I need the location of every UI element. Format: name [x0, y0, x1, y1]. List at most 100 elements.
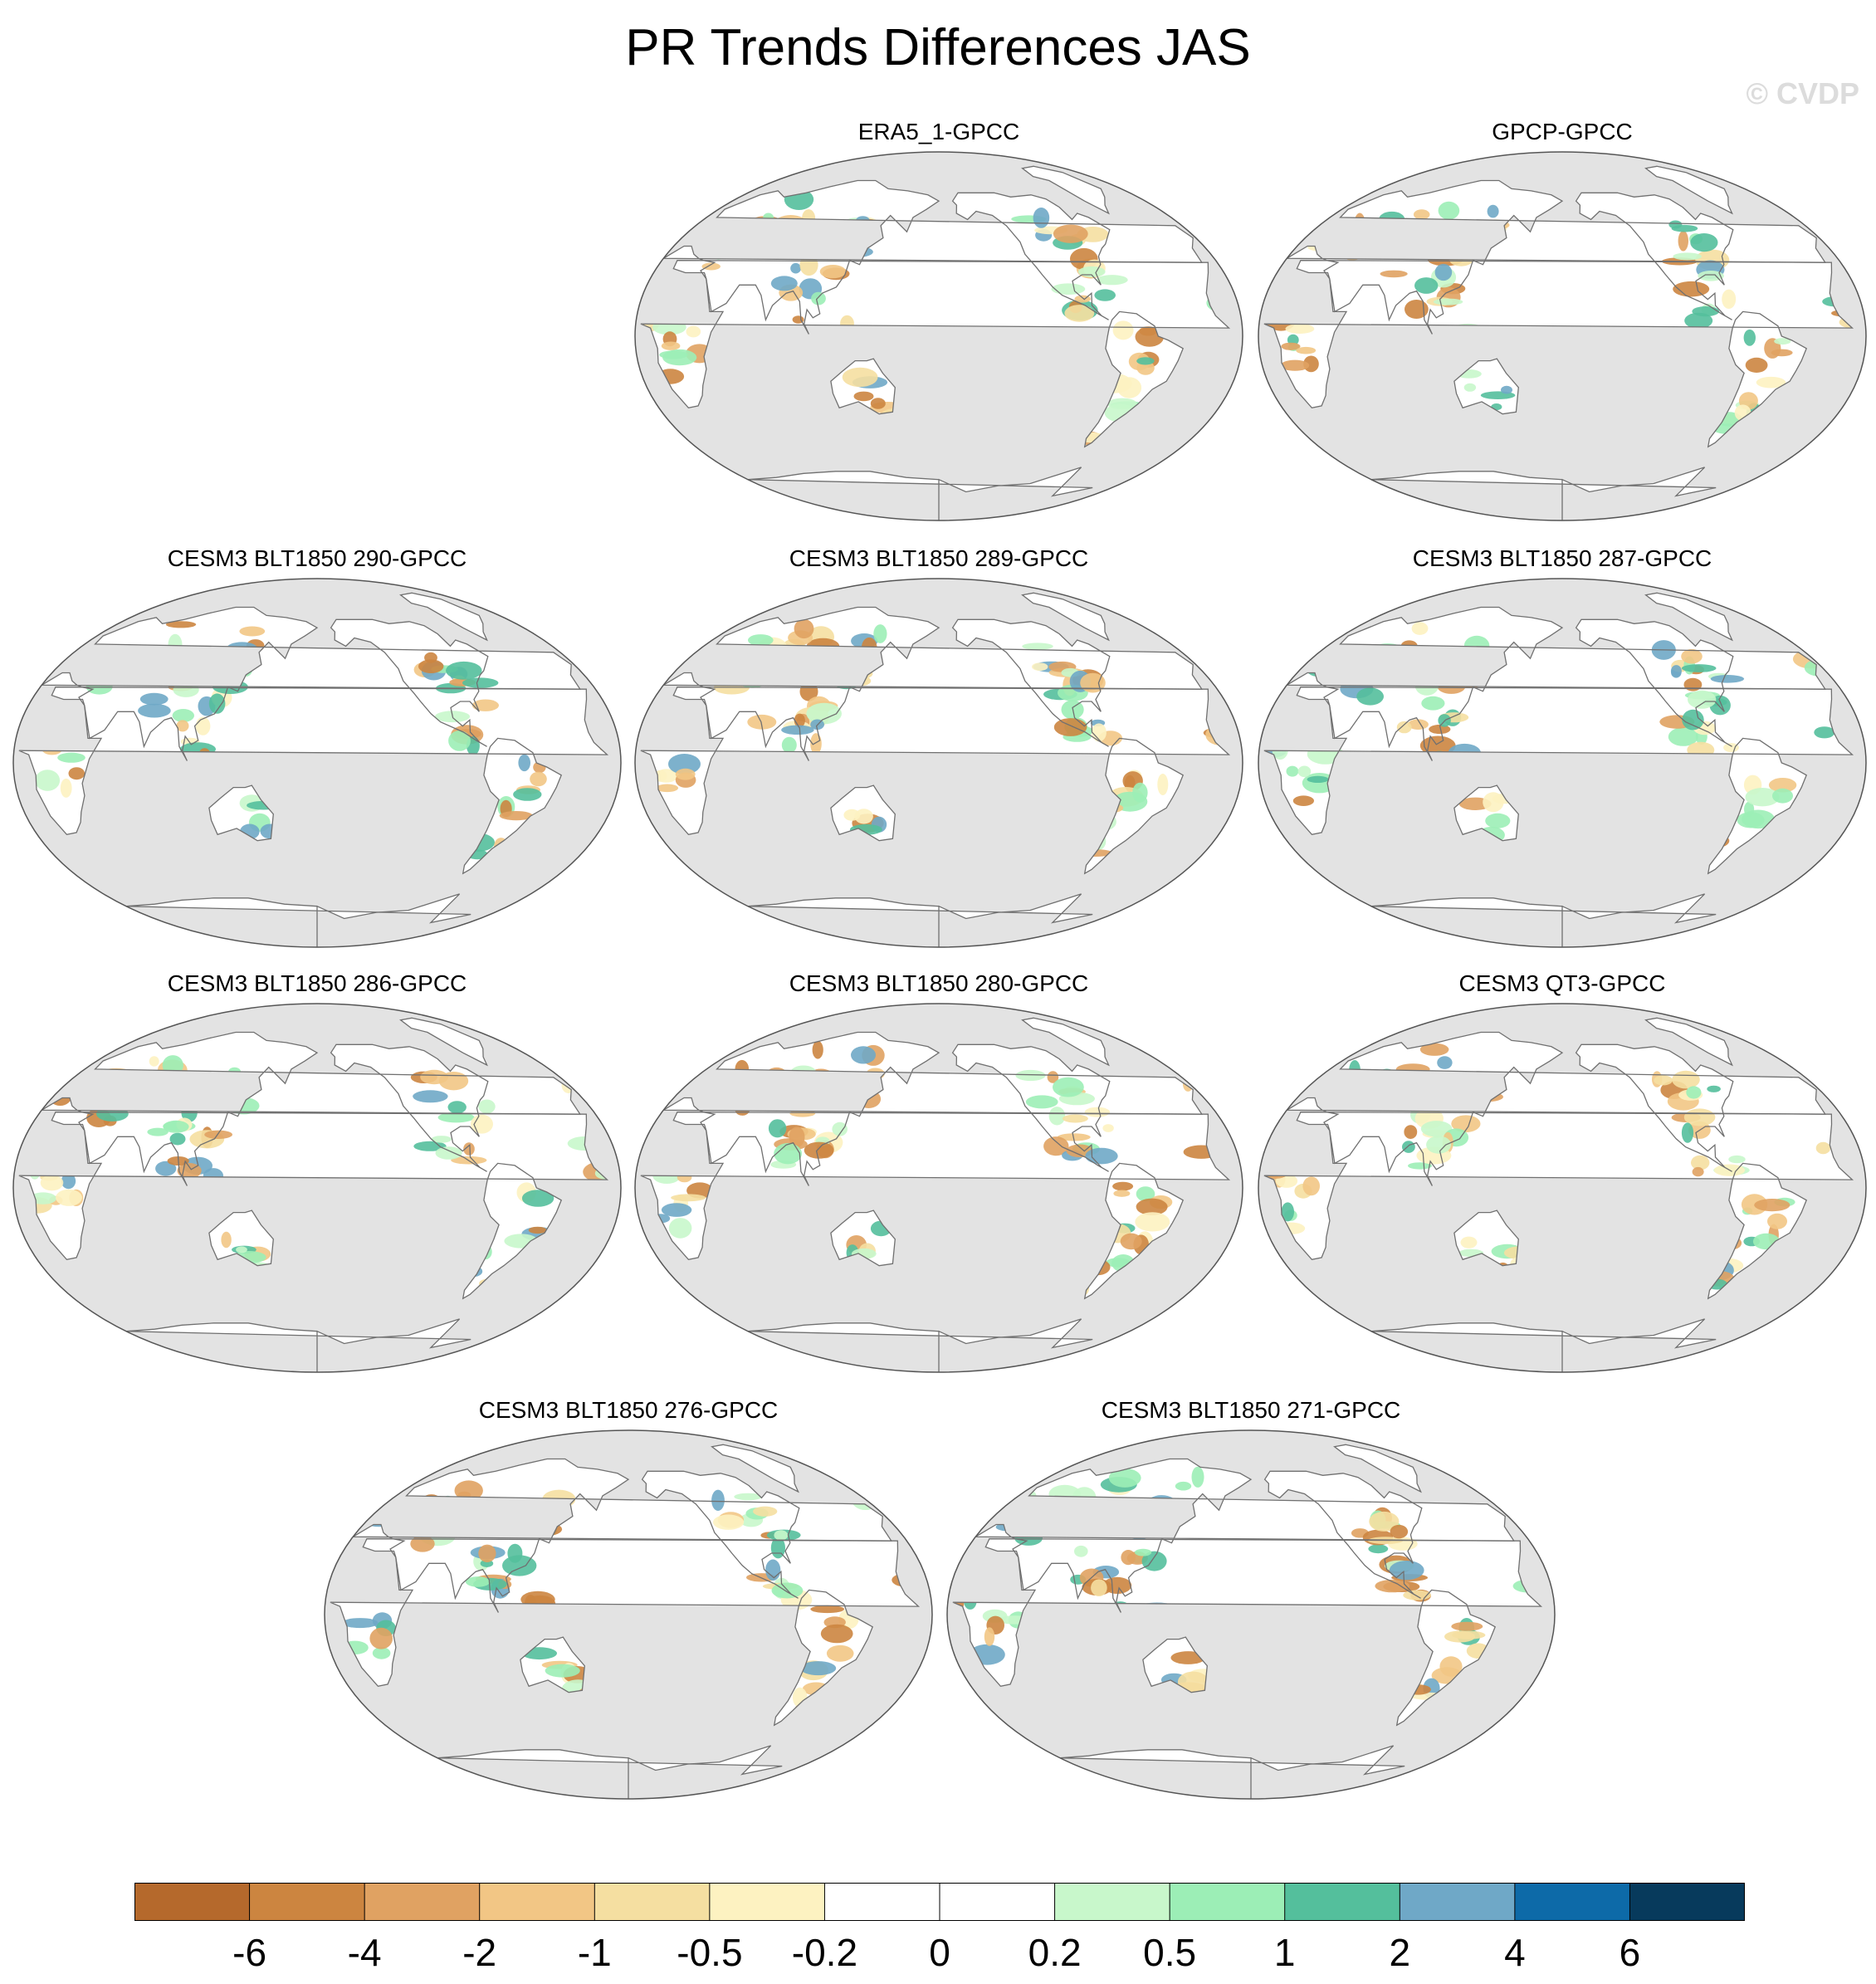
anomaly-patch: [499, 811, 533, 821]
anomaly-patch: [195, 716, 211, 735]
world-map: [1258, 578, 1867, 948]
landmass-antarctica: [1371, 893, 1717, 947]
colorbar-swatch: [249, 1883, 365, 1921]
coastline-antarctica: [1059, 1745, 1405, 1799]
map-outline: [1258, 151, 1867, 521]
anomaly-patch: [1175, 1481, 1192, 1491]
anomaly-patch: [1444, 1630, 1476, 1643]
anomaly-patch: [1774, 338, 1791, 345]
world-map: [946, 1429, 1556, 1800]
anomaly-patch: [1681, 664, 1717, 672]
anomaly-patch: [1108, 1468, 1141, 1488]
anomaly-patch: [1281, 1202, 1294, 1222]
anomaly-patch: [435, 1146, 462, 1160]
anomaly-patch: [661, 341, 681, 350]
anomaly-patch: [1690, 233, 1718, 252]
world-map: [12, 578, 622, 948]
world-map: [12, 1003, 622, 1373]
anomaly-patch: [1681, 648, 1703, 664]
anomaly-patch: [1673, 252, 1702, 261]
world-map: [324, 1429, 933, 1800]
coastline-samerica: [1083, 310, 1185, 448]
landmass-antarctica: [1371, 1318, 1717, 1372]
map-panel-blt276: CESM3 BLT1850 276-GPCC: [321, 1396, 936, 1800]
anomaly-patch: [369, 1627, 393, 1649]
anomaly-patch: [1032, 662, 1048, 671]
anomaly-patch: [60, 778, 72, 798]
anomaly-patch: [1389, 1561, 1424, 1581]
anomaly-patch: [1033, 208, 1050, 228]
anomaly-patch: [465, 1576, 491, 1587]
anomaly-patch: [1053, 718, 1087, 736]
anomaly-patch: [410, 1535, 435, 1552]
anomaly-patch: [1767, 1213, 1787, 1229]
coastline-namerica: [951, 618, 1111, 747]
colorbar-tick-label: 0.2: [1028, 1931, 1082, 1974]
anomaly-patch: [463, 1142, 475, 1156]
coastline-samerica: [1707, 310, 1808, 448]
world-map: [634, 578, 1243, 948]
anomaly-patch: [1654, 1075, 1673, 1086]
anomaly-patch: [437, 1112, 475, 1123]
map-outline: [12, 578, 622, 948]
panel-title: GPCP-GPCC: [1492, 119, 1633, 144]
anomaly-patch: [842, 367, 878, 388]
anomaly-patch: [1112, 1181, 1134, 1191]
anomaly-patch: [1280, 359, 1310, 371]
anomaly-patch: [1369, 1511, 1400, 1532]
anomaly-patch: [1451, 1115, 1481, 1132]
map-panel-era5: ERA5_1-GPCC: [632, 118, 1246, 521]
colorbar-tick-label: -1: [577, 1931, 612, 1974]
anomaly-patch: [1683, 677, 1703, 691]
anomaly-patch: [1191, 1466, 1204, 1488]
map-panel-gpcp: GPCP-GPCC: [1255, 118, 1869, 521]
anomaly-patch: [873, 624, 887, 643]
coastline-namerica: [1575, 1043, 1734, 1172]
anomaly-patch: [747, 714, 777, 730]
anomaly-patch: [1135, 1212, 1170, 1232]
colorbar-tick-label: -0.2: [791, 1931, 858, 1974]
coastline-antarctica: [1370, 467, 1717, 520]
map-panel-blt290: CESM3 BLT1850 290-GPCC: [10, 545, 624, 948]
anomaly-patch: [462, 677, 499, 688]
anomaly-patch: [1429, 724, 1451, 735]
map-outline: [1258, 578, 1867, 948]
anomaly-patch: [675, 768, 696, 780]
anomaly-patch: [1022, 643, 1053, 650]
anomaly-patch: [1678, 230, 1688, 252]
anomaly-patch: [1356, 687, 1384, 706]
coastline-namerica: [951, 1043, 1111, 1172]
landmass-antarctica: [748, 467, 1093, 520]
panel-title: CESM3 BLT1850 290-GPCC: [167, 545, 467, 571]
anomaly-patch: [1485, 813, 1511, 828]
anomaly-patch: [1094, 289, 1116, 301]
anomaly-patch: [454, 1480, 483, 1501]
anomaly-patch: [1487, 204, 1499, 218]
anomaly-patch: [748, 634, 774, 647]
figure-title: PR Trends Differences JAS: [625, 19, 1251, 76]
anomaly-patch: [208, 693, 226, 714]
anomaly-patch: [1686, 1086, 1702, 1099]
anomaly-patch: [768, 1119, 787, 1138]
anomaly-patch: [236, 1246, 247, 1253]
anomaly-patch: [661, 1203, 692, 1217]
colorbar: [134, 1883, 1745, 1921]
anomaly-patch: [711, 1489, 725, 1511]
coastline-australia: [1453, 784, 1519, 842]
coastline-greenland: [399, 592, 488, 642]
coastline-africa: [952, 1538, 1543, 1688]
panel-title: CESM3 BLT1850 286-GPCC: [167, 970, 467, 996]
anomaly-patch: [810, 1605, 845, 1614]
panel-title: ERA5_1-GPCC: [857, 119, 1020, 144]
map-outline: [634, 578, 1243, 948]
panel-title: CESM3 BLT1850 271-GPCC: [1101, 1397, 1401, 1423]
colorbar-tick-label: 4: [1504, 1931, 1526, 1974]
panel-title: CESM3 BLT1850 280-GPCC: [789, 970, 1089, 996]
anomaly-patch: [165, 621, 197, 628]
coastline-samerica: [1707, 737, 1808, 875]
colorbar-tick-label: -2: [462, 1931, 497, 1974]
anomaly-patch: [1421, 696, 1445, 711]
map-outline: [946, 1429, 1556, 1800]
coastline-greenland: [1644, 592, 1733, 642]
anomaly-patch: [139, 692, 169, 706]
